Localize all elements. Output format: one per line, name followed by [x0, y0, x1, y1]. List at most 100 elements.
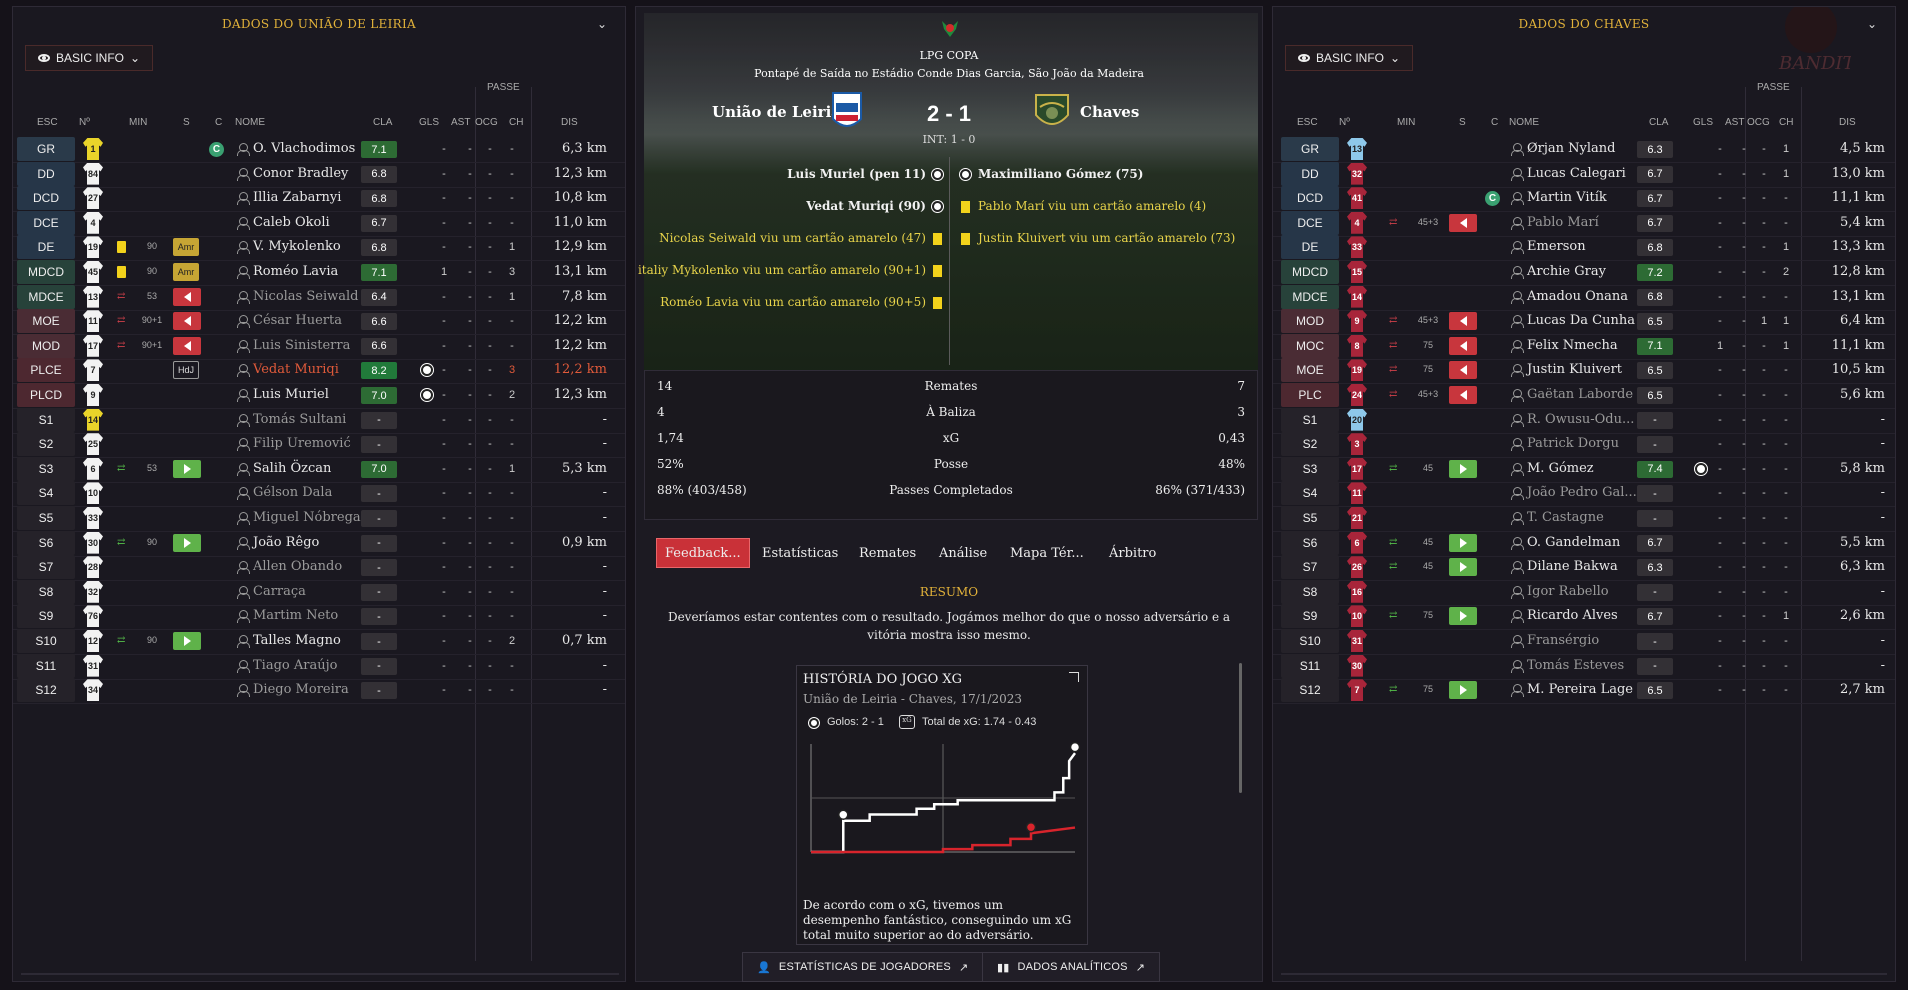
analytics-button[interactable]: ▮▮ DADOS ANALÍTICOS ↗	[982, 952, 1161, 982]
player-name[interactable]: Lucas Calegari	[1527, 165, 1626, 181]
subbed-off-button[interactable]	[1449, 336, 1477, 355]
col-ch[interactable]: CH	[509, 117, 524, 128]
player-name[interactable]: O. Gandelman	[1527, 534, 1621, 550]
subbed-on-button[interactable]	[1449, 558, 1477, 577]
table-row[interactable]: GR 13 Ørjan Nyland 6.3 - - - 1 4,5 km	[1273, 135, 1895, 163]
player-name[interactable]: Luis Sinisterra	[253, 337, 351, 353]
tab-estatisticas[interactable]: Estatísticas	[762, 545, 839, 561]
tab-analise[interactable]: Análise	[939, 545, 988, 561]
table-row[interactable]: S11 30 Tomás Esteves - - - - - -	[1273, 652, 1895, 680]
table-row[interactable]: S7 26 ⇄ 45 Dilane Bakwa 6.3 - - - - 6,3 km	[1273, 553, 1895, 582]
player-name[interactable]: Tomás Esteves	[1527, 657, 1625, 673]
player-name[interactable]: Caleb Okoli	[253, 214, 330, 230]
player-name[interactable]: Carraça	[253, 583, 306, 599]
col-ocg[interactable]: OCG	[1747, 117, 1770, 128]
player-name[interactable]: O. Vlachodimos	[253, 141, 356, 156]
player-name[interactable]: Vedat Muriqi	[253, 362, 339, 378]
table-row[interactable]: DCE 4 Caleb Okoli 6.7 - - - - 11,0 km	[13, 209, 625, 237]
table-row[interactable]: S2 3 Patrick Dorgu - - - - - -	[1273, 430, 1895, 459]
col-dis[interactable]: DIS	[561, 117, 578, 128]
player-name[interactable]: Filip Uremović	[253, 436, 351, 452]
subbed-off-button[interactable]	[1449, 312, 1477, 331]
player-name[interactable]: Igor Rabello	[1527, 583, 1609, 599]
subbed-on-button[interactable]	[1449, 681, 1477, 700]
col-dis[interactable]: DIS	[1839, 117, 1856, 128]
player-name[interactable]: Tiago Araújo	[253, 657, 338, 673]
tab-arbitro[interactable]: Árbitro	[1109, 545, 1157, 561]
col-c[interactable]: C	[215, 117, 223, 128]
player-name[interactable]: Miguel Nóbrega	[253, 510, 361, 525]
player-name[interactable]: V. Mykolenko	[253, 239, 341, 255]
table-row[interactable]: S12 34 Diego Moreira - - - - - -	[13, 676, 625, 705]
table-row[interactable]: S6 30 ⇄ 90 João Rêgo - - - - - 0,9 km	[13, 529, 625, 557]
player-name[interactable]: Allen Obando	[253, 559, 343, 575]
subbed-on-button[interactable]	[1449, 533, 1477, 552]
table-row[interactable]: S6 6 ⇄ 45 O. Gandelman 6.7 - - - - 5,5 km	[1273, 529, 1895, 557]
col-min[interactable]: MIN	[129, 117, 148, 128]
basic-info-dropdown[interactable]: BASIC INFO ⌄	[1285, 45, 1414, 71]
vertical-scrollbar[interactable]	[1239, 663, 1242, 793]
player-name[interactable]: Archie Gray	[1527, 264, 1606, 279]
subbed-on-button[interactable]	[173, 459, 201, 478]
player-name[interactable]: Felix Nmecha	[1527, 337, 1618, 353]
player-name[interactable]: Lucas Da Cunha	[1527, 313, 1635, 329]
col-gls[interactable]: GLS	[1693, 117, 1714, 128]
subbed-on-button[interactable]	[173, 632, 201, 650]
table-row[interactable]: DE 19 90 Amr V. Mykolenko 6.8 - - - 1 12,9 km	[13, 233, 625, 262]
player-name[interactable]: Emerson	[1527, 239, 1586, 255]
subbed-on-button[interactable]	[1449, 607, 1477, 626]
subbed-off-button[interactable]	[1449, 213, 1477, 232]
table-row[interactable]: S3 17 ⇄ 45 M. Gómez 7.4 - - - - 5,8 km	[1273, 455, 1895, 483]
player-name[interactable]: Nicolas Seiwald	[253, 288, 359, 304]
away-team-name[interactable]: Chaves	[1080, 103, 1140, 121]
table-row[interactable]: MOE 19 ⇄ 75 Justin Kluivert 6.5 - - - - 10,5 km	[1273, 356, 1895, 385]
table-row[interactable]: S4 11 João Pedro Gal... - - - - - -	[1273, 479, 1895, 508]
col-ast[interactable]: AST	[451, 117, 471, 128]
horizontal-scrollbar[interactable]	[1281, 973, 1887, 975]
col-cla[interactable]: CLA	[1649, 117, 1669, 128]
col-number[interactable]: Nº	[1339, 117, 1350, 128]
horizontal-scrollbar[interactable]	[21, 973, 619, 975]
col-ast[interactable]: AST	[1725, 117, 1745, 128]
player-name[interactable]: Roméo Lavia	[253, 264, 339, 279]
subbed-on-button[interactable]	[1449, 459, 1477, 478]
table-row[interactable]: S2 25 Filip Uremović - - - - - -	[13, 430, 625, 459]
table-row[interactable]: PLCE 7 HdJ Vedat Muriqi 8.2 - - - 3 12,2 km	[13, 356, 625, 385]
player-name[interactable]: Gaëtan Laborde	[1527, 387, 1634, 402]
table-row[interactable]: S11 31 Tiago Araújo - - - - - -	[13, 652, 625, 680]
player-name[interactable]: Patrick Dorgu	[1527, 436, 1619, 452]
col-s[interactable]: S	[183, 117, 190, 128]
player-stats-button[interactable]: 👤 ESTATÍSTICAS DE JOGADORES ↗	[742, 952, 984, 982]
table-row[interactable]: S9 10 ⇄ 75 Ricardo Alves 6.7 - - - 1 2,6 km	[1273, 602, 1895, 631]
player-name[interactable]: T. Castagne	[1527, 510, 1604, 525]
col-s[interactable]: S	[1459, 117, 1466, 128]
col-cla[interactable]: CLA	[373, 117, 393, 128]
table-row[interactable]: S7 28 Allen Obando - - - - - -	[13, 553, 625, 582]
player-name[interactable]: Luis Muriel	[253, 387, 329, 402]
table-row[interactable]: PLCD 9 Luis Muriel 7.0 - - - 2 12,3 km	[13, 381, 625, 409]
table-row[interactable]: DE 33 Emerson 6.8 - - - 1 13,3 km	[1273, 233, 1895, 262]
basic-info-dropdown[interactable]: BASIC INFO ⌄	[25, 45, 154, 71]
col-esc[interactable]: ESC	[1297, 117, 1318, 128]
table-row[interactable]: DD 84 Conor Bradley 6.8 - - - - 12,3 km	[13, 160, 625, 188]
player-name[interactable]: Justin Kluivert	[1527, 362, 1623, 378]
player-name[interactable]: R. Owusu-Odu...	[1527, 411, 1635, 427]
col-esc[interactable]: ESC	[37, 117, 58, 128]
table-row[interactable]: S5 21 T. Castagne - - - - - -	[1273, 504, 1895, 532]
col-number[interactable]: Nº	[79, 117, 90, 128]
expand-icon[interactable]	[1069, 672, 1079, 682]
tab-remates[interactable]: Remates	[859, 545, 917, 561]
table-row[interactable]: S4 10 Gélson Dala - - - - - -	[13, 479, 625, 508]
subbed-off-button[interactable]	[173, 336, 201, 355]
table-row[interactable]: S3 6 ⇄ 53 Salih Özcan 7.0 - - - 1 5,3 km	[13, 455, 625, 483]
player-name[interactable]: João Rêgo	[253, 534, 320, 550]
col-ch[interactable]: CH	[1779, 117, 1794, 128]
subbed-on-button[interactable]	[173, 533, 201, 552]
table-row[interactable]: S12 7 ⇄ 75 M. Pereira Lage 6.5 - - - - 2,7 km	[1273, 676, 1895, 705]
player-name[interactable]: Ricardo Alves	[1527, 608, 1618, 624]
player-name[interactable]: M. Pereira Lage	[1527, 682, 1633, 698]
table-row[interactable]: DCD 41 C Martin Vitík 6.7 - - - - 11,1 km	[1273, 184, 1895, 213]
table-row[interactable]: S1 14 Tomás Sultani - - - - - -	[13, 406, 625, 434]
table-row[interactable]: S10 31 Fransérgio - - - - - -	[1273, 627, 1895, 655]
table-row[interactable]: DD 32 Lucas Calegari 6.7 - - - 1 13,0 km	[1273, 160, 1895, 188]
